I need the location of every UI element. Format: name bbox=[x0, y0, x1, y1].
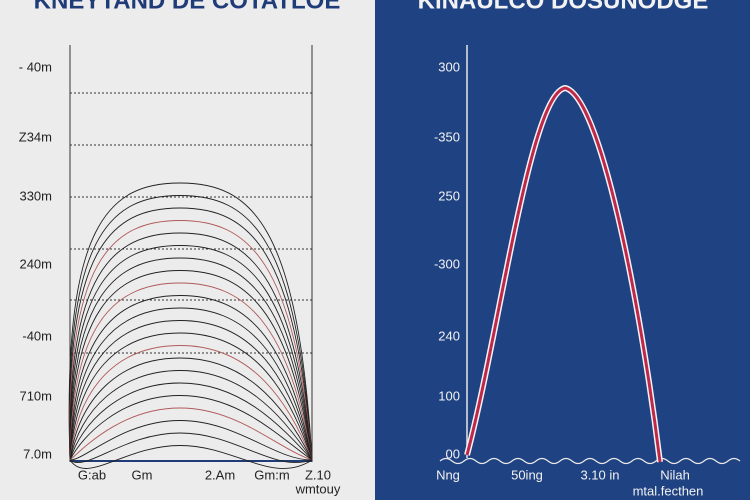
x-label: Nilah bbox=[660, 467, 690, 482]
curve bbox=[69, 395, 313, 461]
curve bbox=[69, 382, 313, 461]
x-label: 2.Am bbox=[205, 467, 235, 482]
curve bbox=[69, 295, 313, 461]
curve bbox=[69, 207, 313, 461]
curve bbox=[69, 370, 313, 461]
curve bbox=[69, 257, 313, 461]
curve bbox=[69, 432, 313, 464]
curve bbox=[69, 270, 313, 461]
labels: - 40m Z34m 330m 240m -40m 710m 7.0m 300 -350 250 -… bbox=[19, 59, 704, 498]
y-label: -350 bbox=[434, 129, 460, 144]
left-grid bbox=[70, 92, 312, 354]
curve bbox=[69, 307, 313, 461]
y-label: - 40m bbox=[19, 59, 52, 74]
x-label: Nng bbox=[436, 467, 460, 482]
curve bbox=[69, 407, 313, 461]
x-note: wmtouy bbox=[295, 481, 341, 496]
arch bbox=[465, 86, 662, 463]
curve bbox=[69, 220, 313, 461]
curve bbox=[69, 332, 313, 461]
x-label: 50ing bbox=[511, 467, 543, 482]
x-label: Gm:m bbox=[254, 467, 289, 482]
y-label: 330m bbox=[19, 188, 52, 203]
curve bbox=[68, 195, 313, 461]
right-panel bbox=[375, 0, 750, 500]
curve bbox=[68, 182, 313, 461]
left-title: KNEYTAND DE COTATLOE bbox=[34, 0, 341, 14]
x-label: Gm bbox=[132, 467, 153, 482]
right-baseline bbox=[439, 457, 741, 465]
x-label: Z.10 bbox=[305, 467, 331, 482]
curve bbox=[69, 445, 313, 469]
curve bbox=[69, 282, 313, 461]
y-label: Z34m bbox=[19, 129, 52, 144]
y-label: 100 bbox=[438, 388, 460, 403]
curve bbox=[69, 320, 313, 461]
curve bbox=[69, 420, 313, 461]
curve bbox=[69, 345, 313, 461]
curve bbox=[69, 357, 313, 461]
y-label: -40m bbox=[22, 328, 52, 343]
curve bbox=[69, 245, 313, 461]
right-title: KINAULCO DOSUNODGE bbox=[418, 0, 709, 14]
y-label: 250 bbox=[438, 188, 460, 203]
curve bbox=[69, 232, 313, 461]
y-label: -300 bbox=[434, 256, 460, 271]
y-label: 00 bbox=[446, 446, 460, 461]
y-label: 710m bbox=[19, 388, 52, 403]
y-label: 240m bbox=[19, 256, 52, 271]
left-curves bbox=[68, 182, 313, 469]
x-label: G:ab bbox=[78, 467, 106, 482]
x-note: mtal.fecthen bbox=[633, 483, 704, 498]
y-label: 240 bbox=[438, 328, 460, 343]
y-label: 300 bbox=[438, 59, 460, 74]
x-label: 3.10 in bbox=[580, 467, 619, 482]
left-panel bbox=[0, 0, 375, 500]
y-label: 7.0m bbox=[23, 446, 52, 461]
